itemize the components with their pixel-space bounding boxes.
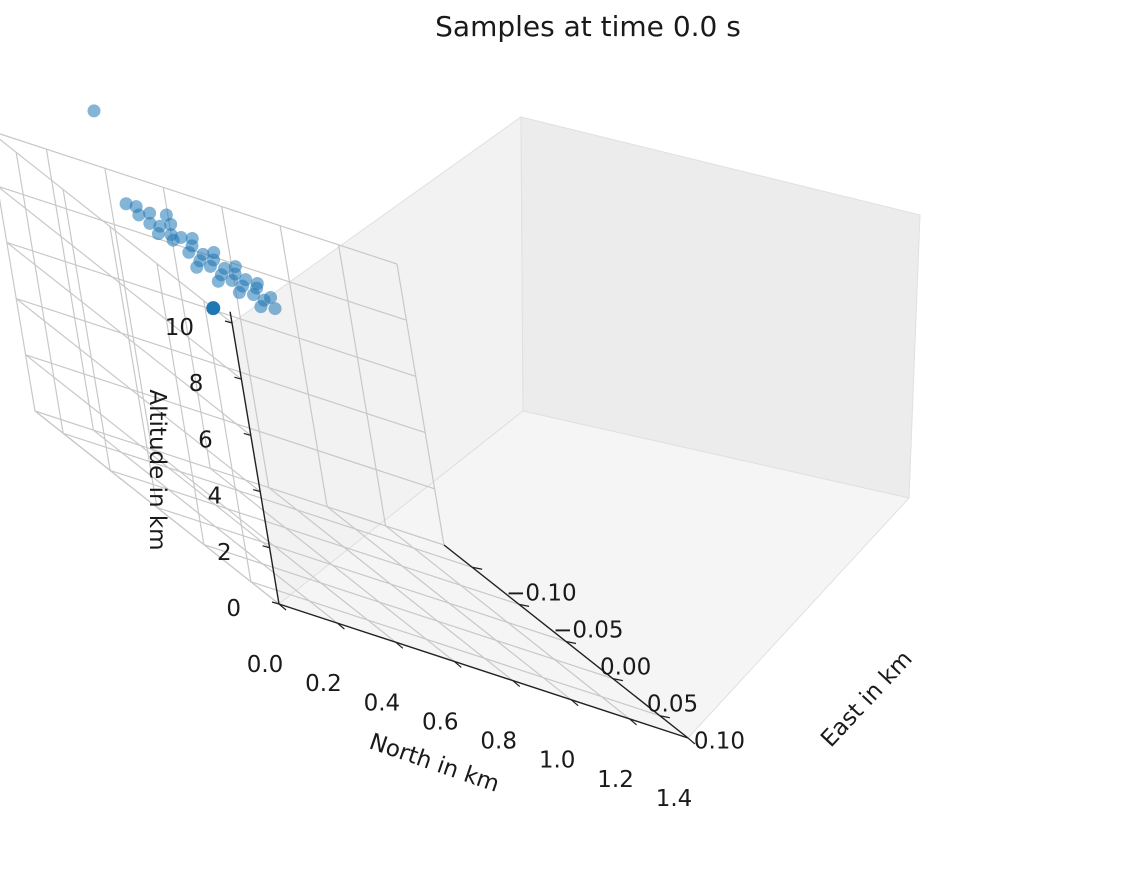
altitude-gridline xyxy=(0,133,398,324)
altitude-tick xyxy=(224,320,233,324)
north-tick xyxy=(337,622,345,630)
altitude-tick-label: 4 xyxy=(208,484,223,510)
sample-point xyxy=(87,104,101,118)
sample-point xyxy=(254,300,268,314)
east-tick xyxy=(612,678,624,682)
altitude-tick xyxy=(271,601,280,605)
east-tick-label: 0.10 xyxy=(694,729,745,755)
north-tick xyxy=(629,718,637,726)
altitude-tick-label: 2 xyxy=(217,540,232,566)
east-tick xyxy=(472,566,483,570)
altitude-tick xyxy=(262,545,270,549)
altitude-tick-label: 6 xyxy=(198,427,213,453)
altitude-gridline xyxy=(6,241,416,436)
sample-point xyxy=(250,276,264,290)
altitude-tick-label: 10 xyxy=(165,315,194,341)
tick-marks xyxy=(224,320,696,745)
altitude-tick xyxy=(243,432,251,436)
sample-point xyxy=(119,197,133,211)
sample-point xyxy=(182,245,196,259)
north-tick xyxy=(278,603,287,611)
north-tick-label: 1.0 xyxy=(539,748,576,774)
east-tick-label: −0.10 xyxy=(506,580,576,606)
altitude-gridline xyxy=(25,354,435,549)
north-tick-label: 0.0 xyxy=(247,652,284,678)
axes-panes xyxy=(231,116,921,739)
altitude-axis-title: Altitude in km xyxy=(144,389,170,550)
north-tick-label: 0.8 xyxy=(480,729,517,755)
altitude-tick-labels: 0 2 4 6 8 10 xyxy=(165,315,241,622)
east-tick xyxy=(518,603,530,607)
altitude-axis-line xyxy=(229,311,280,605)
east-tick-label: −0.05 xyxy=(553,617,623,643)
sample-point xyxy=(206,301,221,316)
north-tick-label: 0.6 xyxy=(422,709,459,735)
sample-point xyxy=(207,246,221,260)
east-tick xyxy=(659,715,670,719)
sample-point xyxy=(228,260,242,274)
altitude-gridline xyxy=(15,298,426,493)
north-tick-label: 0.2 xyxy=(305,671,342,697)
east-tick-labels: −0.10 −0.05 0.00 0.05 0.10 xyxy=(506,580,745,754)
sample-point xyxy=(143,206,157,220)
altitude-tick xyxy=(253,489,261,493)
sample-point xyxy=(203,259,217,273)
north-tick xyxy=(512,680,521,688)
north-tick-label: 1.4 xyxy=(656,786,693,812)
east-tick-label: 0.00 xyxy=(600,655,651,681)
east-tick-label: 0.05 xyxy=(647,692,698,718)
sample-point xyxy=(166,233,180,247)
sample-point xyxy=(185,231,199,245)
sample-point xyxy=(268,302,282,316)
sample-points xyxy=(87,104,282,316)
altitude-tick-label: 8 xyxy=(189,371,204,397)
altitude-tick xyxy=(234,376,242,380)
sample-point xyxy=(246,288,260,302)
north-axis-line xyxy=(278,603,689,739)
sample-point xyxy=(129,200,143,214)
sample-point xyxy=(190,260,204,274)
north-tick-labels: 0.0 0.2 0.4 0.6 0.8 1.0 1.2 1.4 xyxy=(247,652,693,812)
gridlines xyxy=(0,133,689,739)
north-tick xyxy=(453,660,462,668)
altitude-gridline xyxy=(34,410,445,605)
chart-title: Samples at time 0.0 s xyxy=(435,10,741,43)
altitude-tick-label: 0 xyxy=(226,596,241,622)
sample-point xyxy=(164,217,178,231)
north-tick xyxy=(395,641,404,649)
north-tick-label: 1.2 xyxy=(597,767,634,793)
sample-point xyxy=(151,227,165,241)
sample-point xyxy=(225,273,239,287)
north-tick-label: 0.4 xyxy=(364,690,401,716)
east-axis-title: East in km xyxy=(816,646,918,752)
north-tick xyxy=(570,699,579,707)
altitude-gridline xyxy=(0,186,407,380)
east-tick xyxy=(565,640,577,645)
sample-point xyxy=(264,290,278,304)
sample-point xyxy=(211,274,225,288)
sample-point xyxy=(143,216,157,230)
north-tick xyxy=(687,737,696,745)
sample-point xyxy=(232,286,246,300)
